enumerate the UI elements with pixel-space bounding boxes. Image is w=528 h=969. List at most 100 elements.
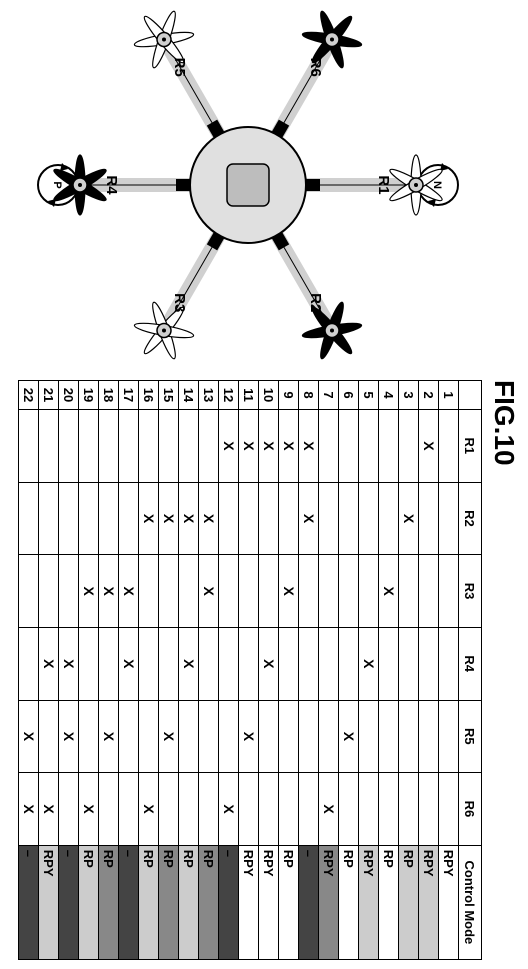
- cell-r4: [279, 627, 299, 700]
- figure-title: FIG.10: [488, 380, 520, 466]
- cell-r5: [279, 700, 299, 773]
- cell-r4: [159, 627, 179, 700]
- cell-r6: [299, 773, 319, 846]
- cell-r1: [179, 410, 199, 483]
- col-index: [459, 381, 482, 410]
- cell-r2: [259, 482, 279, 555]
- cell-r6: X: [219, 773, 239, 846]
- cell-r6: [239, 773, 259, 846]
- cell-control-mode: RPY: [239, 845, 259, 959]
- row-index: 8: [299, 381, 319, 410]
- cell-r5: [399, 700, 419, 773]
- cell-r3: [339, 555, 359, 628]
- row-index: 7: [319, 381, 339, 410]
- cell-r6: [259, 773, 279, 846]
- cell-control-mode: RP: [339, 845, 359, 959]
- cell-r3: X: [119, 555, 139, 628]
- cell-r6: [159, 773, 179, 846]
- cell-r5: [219, 700, 239, 773]
- cell-r6: [399, 773, 419, 846]
- cell-control-mode: RP: [279, 845, 299, 959]
- rotor-r5: R5: [134, 10, 195, 77]
- cell-r5: [439, 700, 459, 773]
- row-index: 9: [279, 381, 299, 410]
- cell-r6: [379, 773, 399, 846]
- col-r3: R3: [459, 555, 482, 628]
- cell-r1: [159, 410, 179, 483]
- cell-r3: [299, 555, 319, 628]
- cell-control-mode: RP: [399, 845, 419, 959]
- cell-r2: X: [159, 482, 179, 555]
- row-index: 22: [19, 381, 39, 410]
- rotor-label: R4: [103, 175, 120, 195]
- cell-control-mode: –: [299, 845, 319, 959]
- row-index: 14: [179, 381, 199, 410]
- cell-r1: [359, 410, 379, 483]
- cell-r5: [199, 700, 219, 773]
- row-index: 21: [39, 381, 59, 410]
- cell-r5: X: [99, 700, 119, 773]
- table-row: 5XRPY: [359, 381, 379, 960]
- cell-r1: [59, 410, 79, 483]
- table-row: 2XRPY: [419, 381, 439, 960]
- row-index: 3: [399, 381, 419, 410]
- cell-r4: [319, 627, 339, 700]
- row-index: 19: [79, 381, 99, 410]
- cell-control-mode: –: [19, 845, 39, 959]
- cell-control-mode: RP: [99, 845, 119, 959]
- cell-r1: [379, 410, 399, 483]
- cell-r5: [419, 700, 439, 773]
- cell-r2: [439, 482, 459, 555]
- cell-r2: [279, 482, 299, 555]
- table-row: 14XXRP: [179, 381, 199, 960]
- cell-r6: [359, 773, 379, 846]
- cell-r1: X: [259, 410, 279, 483]
- cell-r1: X: [239, 410, 259, 483]
- cell-r5: [319, 700, 339, 773]
- cell-r2: [59, 482, 79, 555]
- table-row: 19XXRP: [79, 381, 99, 960]
- cell-r5: X: [59, 700, 79, 773]
- row-index: 2: [419, 381, 439, 410]
- cell-r4: [379, 627, 399, 700]
- cell-r4: X: [59, 627, 79, 700]
- cell-r3: [259, 555, 279, 628]
- cell-r3: [159, 555, 179, 628]
- rotor-r6: R6: [302, 10, 363, 77]
- row-index: 4: [379, 381, 399, 410]
- svg-text:P: P: [51, 181, 63, 188]
- cell-r2: X: [399, 482, 419, 555]
- row-index: 5: [359, 381, 379, 410]
- cell-control-mode: –: [59, 845, 79, 959]
- col-r6: R6: [459, 773, 482, 846]
- cell-r2: [419, 482, 439, 555]
- cell-r4: [439, 627, 459, 700]
- cell-r6: [179, 773, 199, 846]
- rotor-label: R6: [307, 58, 324, 77]
- table-row: 21XXRPY: [39, 381, 59, 960]
- cell-r4: [139, 627, 159, 700]
- cell-r4: [219, 627, 239, 700]
- cell-control-mode: RP: [139, 845, 159, 959]
- cell-r5: X: [159, 700, 179, 773]
- cell-r3: X: [99, 555, 119, 628]
- cell-r5: [139, 700, 159, 773]
- cell-r2: [379, 482, 399, 555]
- cell-r2: [239, 482, 259, 555]
- row-index: 6: [339, 381, 359, 410]
- cell-r3: [439, 555, 459, 628]
- rotor-failure-table: R1R2R3R4R5R6Control Mode1RPY2XRPY3XRP4XR…: [18, 380, 482, 960]
- row-index: 11: [239, 381, 259, 410]
- cell-r4: [99, 627, 119, 700]
- cell-r1: [199, 410, 219, 483]
- cell-r6: X: [139, 773, 159, 846]
- cell-control-mode: RP: [79, 845, 99, 959]
- rotor-label: R2: [307, 293, 324, 312]
- cell-r3: X: [379, 555, 399, 628]
- cell-r5: X: [19, 700, 39, 773]
- cell-control-mode: RPY: [419, 845, 439, 959]
- cell-r2: [39, 482, 59, 555]
- cell-control-mode: RP: [179, 845, 199, 959]
- table-row: 4XRP: [379, 381, 399, 960]
- cell-r2: [339, 482, 359, 555]
